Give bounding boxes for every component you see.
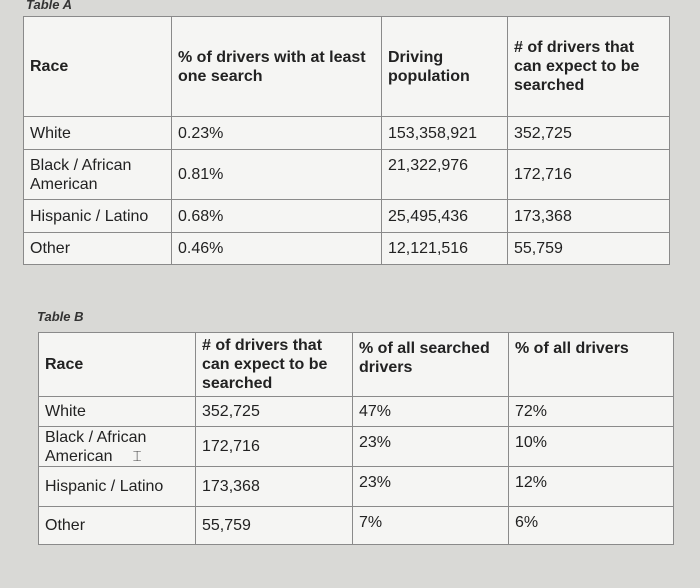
table-a-caption: Table A <box>26 0 72 12</box>
table-cell: Other <box>23 232 172 265</box>
table-row: White 352,725 47% 72% <box>38 396 674 427</box>
table-b-header-row: Race # of drivers that can expect to be … <box>38 332 674 397</box>
table-a-header-race: Race <box>23 16 172 117</box>
table-cell: 25,495,436 <box>381 199 508 233</box>
table-a-header-row: Race % of drivers with at least one sear… <box>23 16 670 117</box>
table-cell: 21,322,976 <box>381 149 508 200</box>
table-cell: 7% <box>352 506 509 545</box>
table-cell: 23% <box>352 426 509 467</box>
table-cell: White <box>23 116 172 150</box>
table-cell: Black / African American ⌶ <box>38 426 196 467</box>
table-cell: 173,368 <box>507 199 670 233</box>
table-cell: 0.46% <box>171 232 382 265</box>
table-cell: 172,716 <box>195 426 353 467</box>
table-cell: 10% <box>508 426 674 467</box>
table-row: Other 55,759 7% 6% <box>38 506 674 545</box>
table-row: Black / African American ⌶ 172,716 23% 10… <box>38 426 674 467</box>
table-cell: 6% <box>508 506 674 545</box>
table-cell: 352,725 <box>195 396 353 427</box>
table-a-header-driving-population: Driving population <box>381 16 508 117</box>
table-cell: 12,121,516 <box>381 232 508 265</box>
table-cell: Hispanic / Latino <box>23 199 172 233</box>
table-cell: 172,716 <box>507 149 670 200</box>
table-b-header-pct-searched: % of all searched drivers <box>352 332 509 397</box>
table-row: Hispanic / Latino 0.68% 25,495,436 173,3… <box>23 199 670 233</box>
table-cell: Other <box>38 506 196 545</box>
table-b-header-race: Race <box>38 332 196 397</box>
table-cell: 0.68% <box>171 199 382 233</box>
table-cell: 55,759 <box>195 506 353 545</box>
table-cell: Black / African American <box>23 149 172 200</box>
table-cell: 12% <box>508 466 674 507</box>
table-a: Race % of drivers with at least one sear… <box>23 16 670 265</box>
table-row: Black / African American 0.81% 21,322,97… <box>23 149 670 200</box>
table-cell: 153,358,921 <box>381 116 508 150</box>
table-cell: 352,725 <box>507 116 670 150</box>
table-row: White 0.23% 153,358,921 352,725 <box>23 116 670 150</box>
table-cell: 55,759 <box>507 232 670 265</box>
table-a-header-pct-searched: % of drivers with at least one search <box>171 16 382 117</box>
table-b: Race # of drivers that can expect to be … <box>38 332 674 545</box>
table-cell: 72% <box>508 396 674 427</box>
table-b-caption: Table B <box>37 309 84 324</box>
race-label: Black / African American <box>45 428 147 465</box>
table-cell: 173,368 <box>195 466 353 507</box>
table-cell: 0.81% <box>171 149 382 200</box>
table-row: Hispanic / Latino 173,368 23% 12% <box>38 466 674 507</box>
table-cell: 47% <box>352 396 509 427</box>
table-b-header-pct-all: % of all drivers <box>508 332 674 397</box>
table-cell: White <box>38 396 196 427</box>
table-b-header-drivers-searched: # of drivers that can expect to be searc… <box>195 332 353 397</box>
text-cursor-icon: ⌶ <box>132 447 142 465</box>
table-a-header-drivers-searched: # of drivers that can expect to be searc… <box>507 16 670 117</box>
table-cell: 23% <box>352 466 509 507</box>
table-cell: Hispanic / Latino <box>38 466 196 507</box>
table-row: Other 0.46% 12,121,516 55,759 <box>23 232 670 265</box>
table-cell: 0.23% <box>171 116 382 150</box>
